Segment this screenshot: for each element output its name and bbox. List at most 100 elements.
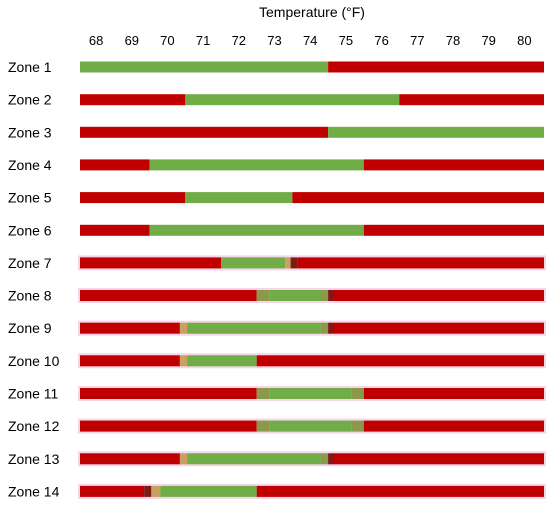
bar-segment-out-of-range <box>292 192 544 204</box>
bar-segment-comfort <box>269 290 321 301</box>
bar-segment-comfort <box>187 355 257 367</box>
bar-segment-olive <box>256 290 270 301</box>
x-axis-title: Temperature (°F) <box>259 4 365 20</box>
bar-segment-out-of-range <box>256 485 544 497</box>
bar-segment-tan <box>179 322 187 334</box>
bar-segment-out-of-range <box>80 388 257 399</box>
x-tick-label: 68 <box>89 33 103 48</box>
zone-rows: Zone 1 Zone 2 Zone 3 Zone 4 Zone 5 Zone 6 Zone… <box>8 59 546 499</box>
bar-segment-comfort <box>160 485 257 497</box>
zone-row: Zone 7 <box>8 255 546 271</box>
zone-row: Zone 1 <box>8 59 544 75</box>
bar-segment-tan <box>285 257 291 269</box>
bar-segment-out-of-range <box>333 453 544 465</box>
bar-segment-out-of-range <box>80 290 257 301</box>
bar-segment-olive <box>320 322 328 334</box>
bar-segment-out-of-range <box>363 224 544 236</box>
bar-segment-olive <box>320 290 328 301</box>
bar-segment-out-of-range <box>297 257 544 269</box>
x-tick-label: 70 <box>160 33 174 48</box>
bar-segment-comfort <box>221 257 286 269</box>
x-tick-label: 79 <box>481 33 495 48</box>
bar-segment-out-of-range <box>80 355 180 367</box>
bar-segment-out-of-range <box>80 420 257 432</box>
bar-segment-tan <box>151 485 161 497</box>
bar-segment-dark-red <box>290 257 298 269</box>
bar-segment-out-of-range <box>328 61 544 73</box>
bar-segment-tan <box>179 355 187 367</box>
bar-segment-out-of-range <box>80 485 145 497</box>
zone-row: Zone 6 <box>8 222 544 238</box>
zone-row: Zone 4 <box>8 157 544 173</box>
zone-row: Zone 10 <box>8 353 546 369</box>
bar-segment-out-of-range <box>333 322 544 334</box>
x-axis-ticks: 68 69 70 71 72 73 74 75 76 77 78 79 80 <box>89 33 532 48</box>
bar-segment-olive <box>351 388 364 399</box>
bar-segment-out-of-range <box>363 159 544 171</box>
x-tick-label: 73 <box>267 33 281 48</box>
zone-label: Zone 4 <box>8 157 52 173</box>
x-tick-label: 71 <box>196 33 210 48</box>
bar-segment-comfort <box>80 61 329 73</box>
bar-segment-out-of-range <box>363 420 544 432</box>
bar-segment-out-of-range <box>80 453 180 465</box>
bar-segment-out-of-range <box>80 94 186 106</box>
zone-row: Zone 11 <box>8 386 546 402</box>
bar-segment-dark-red <box>328 290 334 301</box>
zone-row: Zone 2 <box>8 92 544 108</box>
bar-segment-out-of-range <box>333 290 544 301</box>
zone-label: Zone 11 <box>8 386 59 402</box>
bar-segment-dark-red <box>328 453 334 465</box>
x-tick-label: 72 <box>232 33 246 48</box>
bar-segment-olive <box>256 388 270 399</box>
bar-segment-out-of-range <box>80 257 221 269</box>
bar-segment-comfort <box>187 453 321 465</box>
zone-label: Zone 5 <box>8 190 52 206</box>
bar-segment-out-of-range <box>80 192 186 204</box>
x-tick-label: 80 <box>517 33 531 48</box>
zone-label: Zone 6 <box>8 222 52 238</box>
zone-label: Zone 14 <box>8 483 60 499</box>
bar-segment-tan <box>179 453 187 465</box>
bar-segment-out-of-range <box>80 159 150 171</box>
bar-segment-olive <box>351 420 364 432</box>
x-tick-label: 75 <box>339 33 353 48</box>
x-tick-label: 74 <box>303 33 317 48</box>
zone-row: Zone 9 <box>8 320 546 336</box>
zone-row: Zone 5 <box>8 190 544 206</box>
zone-label: Zone 13 <box>8 451 60 467</box>
x-tick-label: 69 <box>125 33 139 48</box>
bar-segment-out-of-range <box>399 94 544 106</box>
bar-segment-out-of-range <box>80 224 150 236</box>
x-tick-label: 78 <box>446 33 460 48</box>
zone-label: Zone 2 <box>8 92 52 108</box>
bar-segment-dark-red <box>144 485 152 497</box>
bar-segment-comfort <box>149 159 364 171</box>
bar-segment-comfort <box>269 388 352 399</box>
x-tick-label: 76 <box>374 33 388 48</box>
x-tick-label: 77 <box>410 33 424 48</box>
bar-segment-comfort <box>269 420 352 432</box>
bar-segment-comfort <box>185 94 400 106</box>
zone-row: Zone 8 <box>8 288 546 304</box>
zone-label: Zone 8 <box>8 288 52 304</box>
bar-segment-out-of-range <box>256 355 544 367</box>
bar-segment-olive <box>320 453 328 465</box>
bar-segment-olive <box>256 420 270 432</box>
zone-label: Zone 7 <box>8 255 52 271</box>
bar-segment-comfort <box>328 126 544 138</box>
zone-row: Zone 12 <box>8 418 546 434</box>
zone-label: Zone 3 <box>8 124 52 140</box>
zone-label: Zone 12 <box>8 418 60 434</box>
zone-row: Zone 3 <box>8 124 544 140</box>
zone-row: Zone 14 <box>8 483 546 499</box>
bar-segment-comfort <box>185 192 293 204</box>
zone-label: Zone 10 <box>8 353 60 369</box>
bar-segment-out-of-range <box>363 388 544 399</box>
zone-row: Zone 13 <box>8 451 546 467</box>
zone-label: Zone 1 <box>8 59 52 75</box>
bar-segment-out-of-range <box>80 126 329 138</box>
bar-segment-comfort <box>149 224 364 236</box>
bar-segment-comfort <box>187 322 321 334</box>
